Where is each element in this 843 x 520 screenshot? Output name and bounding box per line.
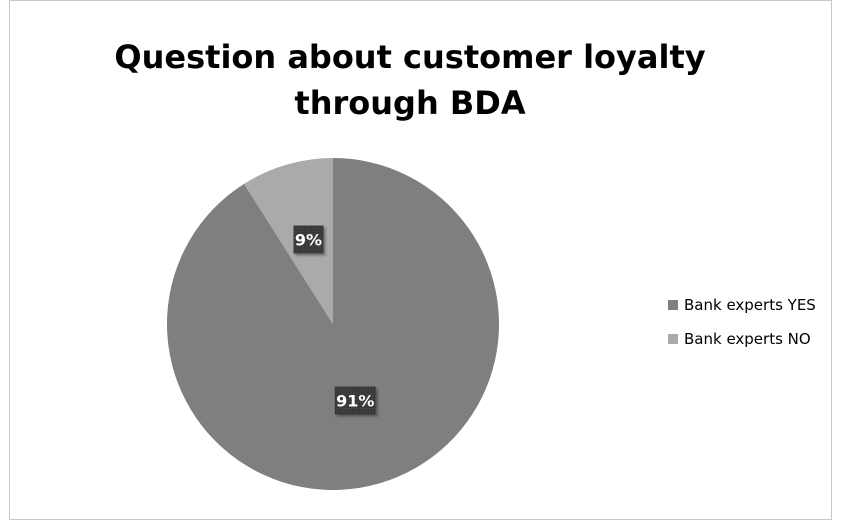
data-label-yes: 91% [334,386,376,415]
data-label-no: 9% [293,225,324,254]
data-label-text: 91% [336,392,374,411]
pie-data-labels: 91% 9% [293,225,376,415]
legend-item-no: Bank experts NO [668,328,816,350]
pie-slice-no [244,158,333,324]
legend-label-no: Bank experts NO [684,330,811,348]
data-label-box [293,225,324,254]
data-label-text: 9% [295,231,322,250]
chart-title-line-2: through BDA [294,84,526,122]
chart-title: Question about customer loyalty through … [60,34,760,126]
legend-swatch-yes [668,300,678,310]
legend: Bank experts YES Bank experts NO [668,294,816,362]
legend-label-yes: Bank experts YES [684,296,816,314]
pie-slices [167,158,499,490]
legend-swatch-no [668,334,678,344]
data-label-box [334,386,376,415]
chart-title-line-1: Question about customer loyalty [114,38,706,76]
legend-item-yes: Bank experts YES [668,294,816,316]
